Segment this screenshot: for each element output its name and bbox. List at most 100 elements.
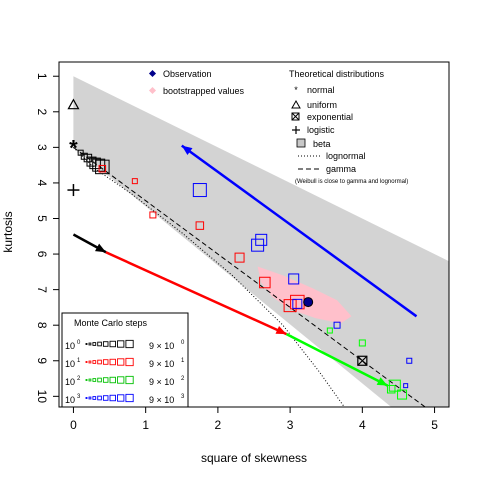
mc-legend-square — [102, 377, 109, 383]
mc-legend-square — [109, 376, 116, 384]
y-tick-label: 6 — [35, 251, 49, 258]
mc-legend-square — [88, 342, 92, 346]
mc-point-step2 — [149, 211, 157, 219]
bootstrap-legend-symbol — [148, 86, 157, 95]
mc-legend-square — [92, 378, 97, 382]
beta-legend-symbol — [296, 138, 306, 148]
mc-point-step4 — [333, 321, 341, 329]
mc-legend-right-base: 9 × 10 — [149, 395, 174, 405]
mc-legend-right-exp: 1 — [181, 358, 185, 364]
mc-legend-left-exp: 2 — [77, 376, 81, 382]
observation-legend: Observation bootstrapped values — [148, 69, 245, 96]
mc-legend-left-base: 10 — [65, 395, 75, 405]
mc-legend-right-base: 9 × 10 — [149, 359, 174, 369]
theoretical-legend-title: Theoretical distributions — [289, 69, 385, 79]
mc-legend-left-base: 10 — [65, 341, 75, 351]
arrow-head-1 — [95, 243, 106, 253]
mc-legend-square — [88, 396, 92, 400]
mc-legend-left-base: 10 — [65, 359, 75, 369]
mc-legend-left-exp: 1 — [77, 358, 81, 364]
mc-legend-square — [85, 379, 88, 381]
mc-legend-right-base: 9 × 10 — [149, 341, 174, 351]
mc-legend-square — [109, 394, 116, 402]
arrow-line-4 — [181, 144, 418, 318]
mc-legend-left-exp: 3 — [77, 394, 81, 400]
mc-point-step4 — [292, 298, 303, 309]
mc-legend-square — [117, 394, 125, 402]
mc-legend-left-base: 10 — [65, 377, 75, 387]
mc-legend-square — [97, 395, 102, 401]
x-tick-label: 3 — [287, 418, 294, 432]
mc-point-step3 — [358, 339, 366, 347]
mc-point-step3 — [386, 384, 396, 394]
y-axis-label: kurtosis — [1, 211, 15, 252]
y-tick-label: 2 — [35, 108, 49, 115]
x-tick-label: 1 — [142, 418, 149, 432]
logistic-legend-label: logistic — [307, 125, 335, 135]
beta-legend-label: beta — [313, 139, 331, 149]
mc-point-step2 — [259, 276, 271, 289]
mc-point-step4 — [403, 383, 409, 389]
mc-legend-square — [97, 341, 102, 347]
uniform-point — [67, 98, 80, 110]
mc-legend-square — [92, 396, 97, 400]
mc-legend-square — [85, 361, 88, 363]
mc-point-step2 — [195, 221, 205, 230]
mc-point-step1 — [77, 149, 84, 156]
mc-point-step3 — [326, 327, 333, 334]
mc-legend-square — [88, 360, 92, 364]
mc-legend-square — [125, 393, 134, 403]
mc-legend-square — [102, 359, 109, 365]
x-tick-label: 2 — [215, 418, 222, 432]
mc-legend-square — [117, 376, 125, 384]
y-tick-label: 3 — [35, 144, 49, 151]
mc-legend-right-exp: 3 — [181, 394, 185, 400]
uniform-legend-symbol — [291, 99, 301, 109]
beta-region — [73, 76, 449, 407]
arrow-head-4 — [181, 145, 193, 156]
arrow-line-3 — [285, 332, 389, 387]
y-tick-label: 10 — [35, 390, 49, 404]
x-axis-label: square of skewness — [201, 451, 307, 465]
x-tick-label: 0 — [70, 418, 77, 432]
exponential-legend-label: exponential — [307, 112, 353, 122]
arrow-head-3 — [376, 377, 388, 386]
observation-legend-label: Observation — [163, 69, 212, 79]
mc-point-step4 — [406, 357, 413, 364]
normal-legend-label: normal — [307, 85, 335, 95]
mc-legend-right-base: 9 × 10 — [149, 377, 174, 387]
mc-legend-square — [102, 395, 109, 401]
mc-legend-left-exp: 0 — [77, 340, 81, 346]
plot-frame — [58, 61, 450, 408]
mc-legend-square — [117, 358, 125, 366]
mc-point-step4 — [255, 233, 268, 246]
mc-point-step2 — [131, 178, 138, 185]
mc-legend-square — [92, 342, 97, 346]
bootstrap-legend-label: bootstrapped values — [163, 86, 245, 96]
mc-legend-square — [109, 358, 116, 366]
exponential-point — [357, 355, 368, 366]
mc-legend-square — [97, 359, 102, 365]
theoretical-legend: Theoretical distributions * normal unifo… — [289, 69, 408, 185]
mc-legend-square — [102, 341, 109, 347]
monte-carlo-legend-title: Monte Carlo steps — [74, 318, 148, 328]
mc-point-step4 — [192, 183, 207, 198]
normal-point: * — [69, 135, 78, 160]
plot-inner: * — [67, 76, 449, 407]
mc-legend-square — [92, 360, 97, 364]
y-tick-label: 1 — [35, 73, 49, 80]
normal-legend-symbol: * — [294, 85, 298, 95]
mc-point-step3 — [397, 389, 408, 400]
mc-legend-square — [97, 377, 102, 383]
mc-legend-square — [117, 340, 125, 348]
mc-point-step3 — [388, 379, 401, 392]
mc-legend-right-exp: 0 — [181, 340, 185, 346]
observation-point — [303, 297, 314, 308]
weibull-note: (Weibull is close to gamma and lognormal… — [295, 179, 408, 185]
gamma-curve — [73, 146, 426, 407]
monte-carlo-legend-box — [61, 312, 189, 408]
observation-legend-symbol — [148, 69, 157, 78]
mc-legend-square — [85, 397, 88, 399]
